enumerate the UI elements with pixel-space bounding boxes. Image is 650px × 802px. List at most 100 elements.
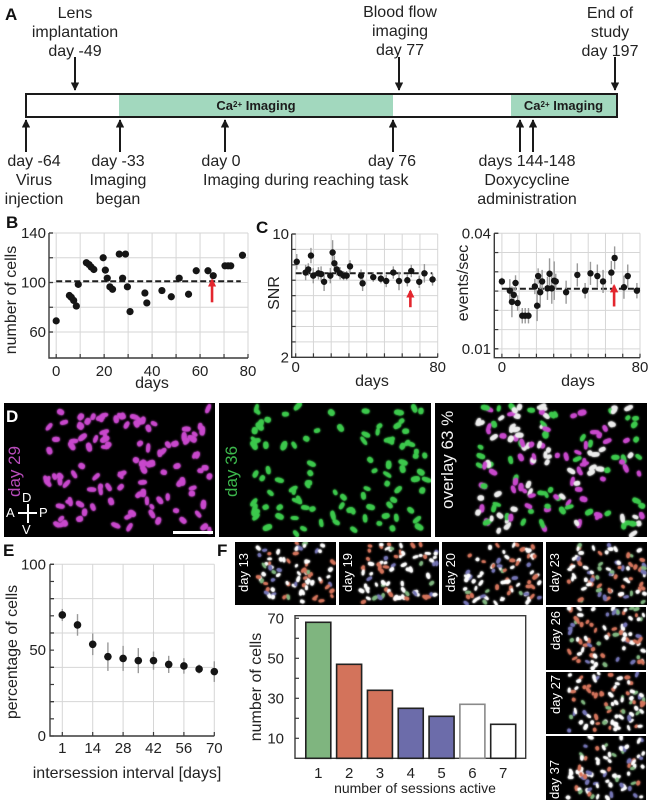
x-tick-label: 1 — [58, 740, 66, 757]
data-point — [164, 660, 173, 669]
y-tick-label: 50 — [267, 650, 284, 667]
data-point — [620, 284, 628, 291]
data-point — [115, 250, 123, 258]
data-point — [184, 290, 193, 298]
data-point — [534, 272, 542, 280]
event-line: End of — [586, 5, 634, 22]
data-point — [195, 665, 203, 673]
data-point — [562, 289, 570, 296]
data-point — [293, 258, 300, 265]
event-line: day 0 — [201, 153, 241, 170]
event-end-of-study: End of study day 197 — [540, 4, 650, 61]
compass-dorsal: D — [22, 490, 32, 505]
event-line: days 144-148 — [478, 153, 576, 170]
data-point — [537, 289, 544, 296]
y-tick-label: 0.04 — [462, 225, 491, 242]
micrograph-day-26 — [546, 607, 646, 670]
compass-cross-vertical — [27, 504, 29, 523]
event-line: Lens — [57, 5, 93, 22]
segment-label-suffix: Imaging — [549, 98, 604, 113]
data-point — [587, 270, 594, 277]
panel-label-b: B — [6, 213, 19, 232]
event-virus-injection: day -64 Virus injection — [0, 152, 104, 209]
imaging-segment-2: Ca 2+ Imaging — [511, 95, 616, 116]
x-tick-label: 80 — [632, 359, 649, 376]
x-axis-label: days — [561, 373, 595, 390]
chart-c-snr: 2 10 0 80 days SNR — [266, 226, 446, 390]
event-line: day 76 — [367, 153, 417, 170]
data-point — [72, 302, 80, 310]
data-point — [531, 283, 539, 290]
data-point — [123, 283, 132, 291]
data-point — [329, 249, 336, 256]
x-tick-label: 0 — [292, 359, 300, 376]
chart-c-events: 0.01 0.04 0 80 days events/sec — [455, 225, 648, 390]
y-tick-label: 10 — [267, 730, 284, 747]
data-point — [525, 312, 532, 319]
data-point — [58, 611, 67, 619]
micrograph-day-23 — [546, 542, 647, 605]
y-axis-label: number of cells — [248, 633, 265, 742]
y-tick-label: 30 — [267, 690, 284, 707]
axes — [493, 233, 640, 359]
y-tick-label: 0 — [38, 728, 46, 745]
x-tick-label: 80 — [429, 359, 446, 376]
data-point — [508, 298, 516, 306]
x-tick-label: 70 — [206, 740, 223, 757]
data-point — [370, 273, 377, 281]
x-tick-label: 0 — [498, 359, 506, 376]
timeline-arrows — [21, 57, 620, 152]
event-doxycycline: days 144-148 Doxycycline administration — [457, 152, 597, 209]
x-tick-label: 28 — [115, 740, 132, 757]
data-point — [633, 287, 641, 294]
data-point — [74, 280, 82, 288]
data-point — [158, 286, 166, 295]
data-point — [421, 270, 428, 277]
y-tick-label: 60 — [29, 324, 46, 341]
data-point — [141, 289, 149, 297]
data-point — [533, 302, 541, 309]
scale-bar — [173, 531, 213, 534]
data-point — [548, 285, 555, 292]
data-point — [227, 262, 235, 270]
chart-b: 60 100 140 0 20 40 60 80 days number of cells — [3, 225, 256, 392]
data-point — [126, 307, 134, 316]
y-tick-label: 2 — [281, 349, 289, 366]
data-point — [331, 260, 338, 267]
panel-label-a: A — [5, 5, 18, 24]
x-tick-label: 0 — [52, 363, 60, 380]
event-line: study — [590, 24, 630, 41]
x-tick-label: 40 — [144, 363, 161, 380]
x-tick-label: 3 — [376, 765, 384, 782]
data-point — [343, 272, 350, 279]
data-point — [143, 299, 151, 307]
y-tick-label: 0.01 — [462, 341, 491, 358]
data-point — [395, 277, 403, 285]
event-line: Blood flow — [363, 4, 437, 21]
panel-label-c: C — [256, 218, 269, 237]
event-imaging-began: day -33 Imaging began — [48, 152, 188, 209]
x-tick-label: 14 — [84, 740, 101, 757]
event-day-76: day 76 — [322, 152, 462, 171]
axes — [49, 564, 215, 737]
micrograph-day-29 — [4, 403, 215, 537]
data-point — [377, 275, 385, 282]
micrograph-overlay — [435, 403, 647, 537]
data-point — [204, 267, 212, 275]
data-point — [624, 272, 631, 280]
data-point — [552, 278, 559, 285]
micrograph-day-13 — [235, 542, 336, 605]
data-point — [149, 656, 158, 665]
compass-ventral: V — [22, 522, 31, 537]
data-point — [327, 272, 334, 279]
bar-sessions-3 — [366, 689, 394, 760]
event-line: imaging — [371, 23, 429, 40]
data-point — [90, 265, 98, 274]
data-point — [611, 254, 618, 262]
x-tick-label: 80 — [240, 363, 257, 380]
data-point — [209, 272, 217, 280]
x-tick-label: 6 — [468, 765, 476, 782]
event-line: day -49 — [48, 43, 102, 60]
x-tick-label: 42 — [145, 740, 162, 757]
